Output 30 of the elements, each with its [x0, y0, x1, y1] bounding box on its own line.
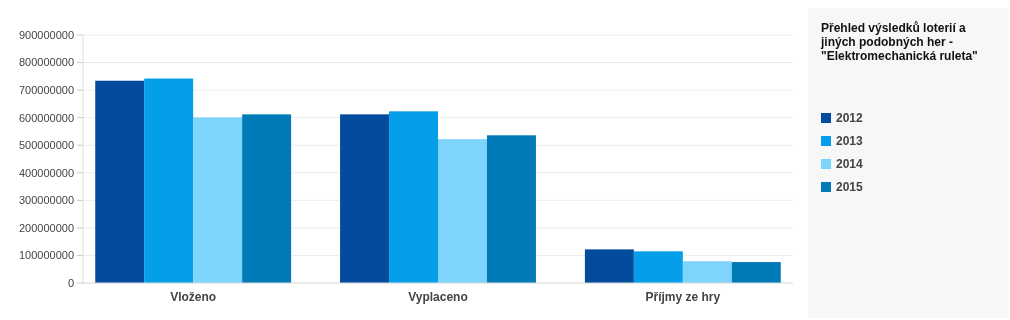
y-tick-label: 0	[67, 276, 74, 289]
bar	[242, 114, 292, 283]
bar	[144, 78, 194, 283]
y-tick-label: 800000000	[18, 56, 74, 69]
bar	[95, 80, 145, 283]
bar	[486, 135, 536, 283]
x-tick-label: Příjmy ze hry	[645, 290, 721, 304]
y-tick-label: 500000000	[18, 139, 74, 152]
bar	[633, 251, 683, 283]
bar	[682, 261, 732, 283]
x-tick-label: Vloženo	[170, 290, 217, 304]
x-tick-label: Vyplaceno	[408, 290, 468, 304]
bar	[340, 114, 390, 283]
y-tick-label: 300000000	[18, 194, 74, 207]
y-tick-label: 100000000	[18, 249, 74, 262]
y-tick-label: 200000000	[18, 221, 74, 234]
y-tick-label: 400000000	[18, 166, 74, 179]
y-tick-label: 900000000	[18, 28, 74, 41]
y-tick-label: 700000000	[18, 83, 74, 96]
bar	[389, 111, 438, 283]
legend-label: 2015	[836, 180, 864, 195]
legend-label: 2013	[836, 134, 864, 149]
bar	[584, 249, 634, 283]
legend-label: 2012	[836, 111, 864, 126]
bar	[193, 117, 243, 283]
bar	[731, 262, 781, 283]
legend-label: 2014	[836, 157, 864, 172]
y-tick-label: 600000000	[18, 111, 74, 124]
bar	[438, 139, 487, 283]
text: Přehled výsledků loterií a jiných podobných her - "Elektromechanická ruleta"	[820, 21, 978, 63]
